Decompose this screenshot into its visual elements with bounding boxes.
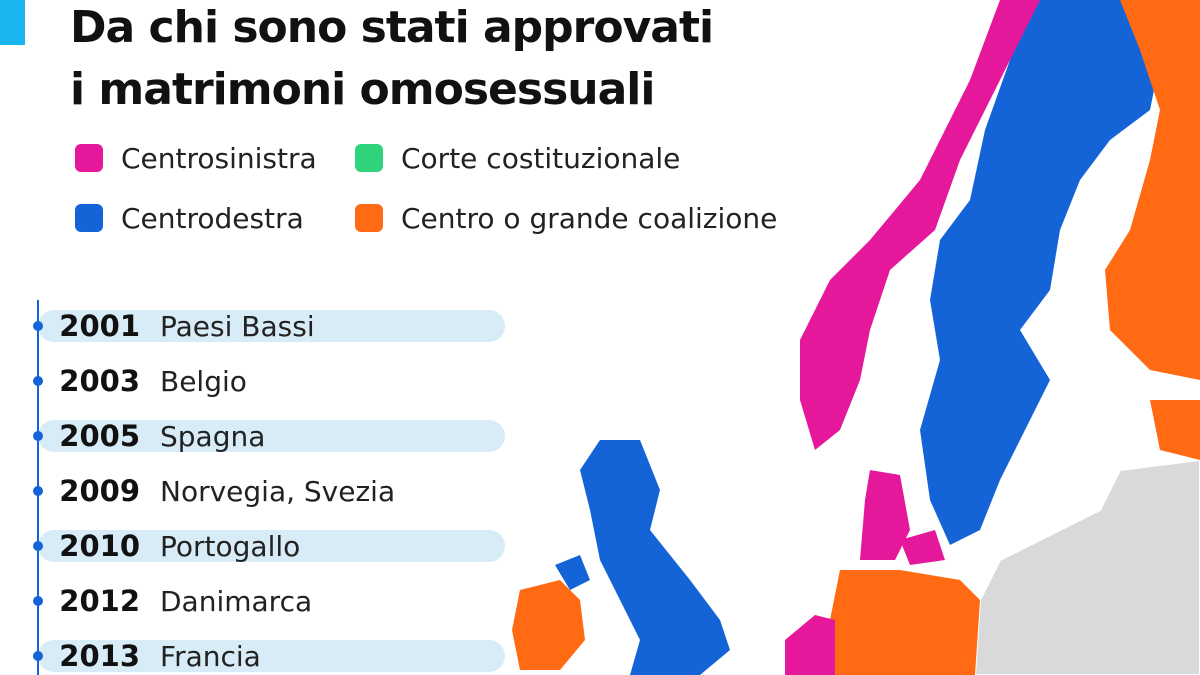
year: 2003 [59, 364, 140, 398]
row-band [38, 640, 505, 672]
timeline-dot [33, 431, 43, 441]
legend-label: Centro o grande coalizione [401, 202, 777, 235]
region-denmark-islands [900, 530, 945, 565]
timeline-dot [33, 541, 43, 551]
legend-swatch [75, 144, 103, 172]
timeline-dot [33, 651, 43, 661]
year: 2010 [59, 529, 140, 563]
countries: Norvegia, Svezia [160, 475, 395, 508]
region-gray [973, 458, 1200, 675]
row-band [38, 530, 505, 562]
countries: Portogallo [160, 530, 300, 563]
region-germany [830, 570, 980, 675]
map [512, 0, 1200, 675]
legend-label: Corte costituzionale [401, 142, 680, 175]
legend: Centrosinistra Corte costituzionale Centro… [75, 142, 777, 235]
timeline-dot [33, 321, 43, 331]
legend-label: Centrodestra [121, 202, 304, 235]
region-estonia [1150, 400, 1200, 460]
year: 2009 [59, 474, 140, 508]
region-netherlands [785, 615, 835, 675]
year: 2013 [59, 639, 140, 673]
countries: Paesi Bassi [160, 310, 315, 343]
timeline-dot [33, 596, 43, 606]
region-sweden [920, 0, 1160, 545]
countries: Spagna [160, 420, 265, 453]
year: 2005 [59, 419, 140, 453]
region-uk [580, 440, 730, 675]
countries: Danimarca [160, 585, 312, 618]
timeline-dot [33, 376, 43, 386]
countries: Francia [160, 640, 261, 673]
row-band [38, 310, 505, 342]
region-norway [800, 0, 1080, 450]
row-band [38, 420, 505, 452]
legend-label: Centrosinistra [121, 142, 317, 175]
region-ireland [512, 580, 585, 670]
countries: Belgio [160, 365, 247, 398]
year: 2001 [59, 309, 140, 343]
timeline: 2001 Paesi Bassi 2003 Belgio 2005 Spagna 2009 N… [33, 309, 505, 673]
year: 2012 [59, 584, 140, 618]
legend-swatch [355, 204, 383, 232]
region-finland [1105, 0, 1200, 380]
title-line: i matrimoni omosessuali [70, 64, 654, 115]
region-northern-ireland [555, 555, 590, 590]
legend-swatch [75, 204, 103, 232]
timeline-dot [33, 486, 43, 496]
title-line: Da chi sono stati approvati [70, 2, 713, 53]
accent-bar [0, 0, 25, 45]
legend-swatch [355, 144, 383, 172]
region-denmark [860, 470, 910, 560]
